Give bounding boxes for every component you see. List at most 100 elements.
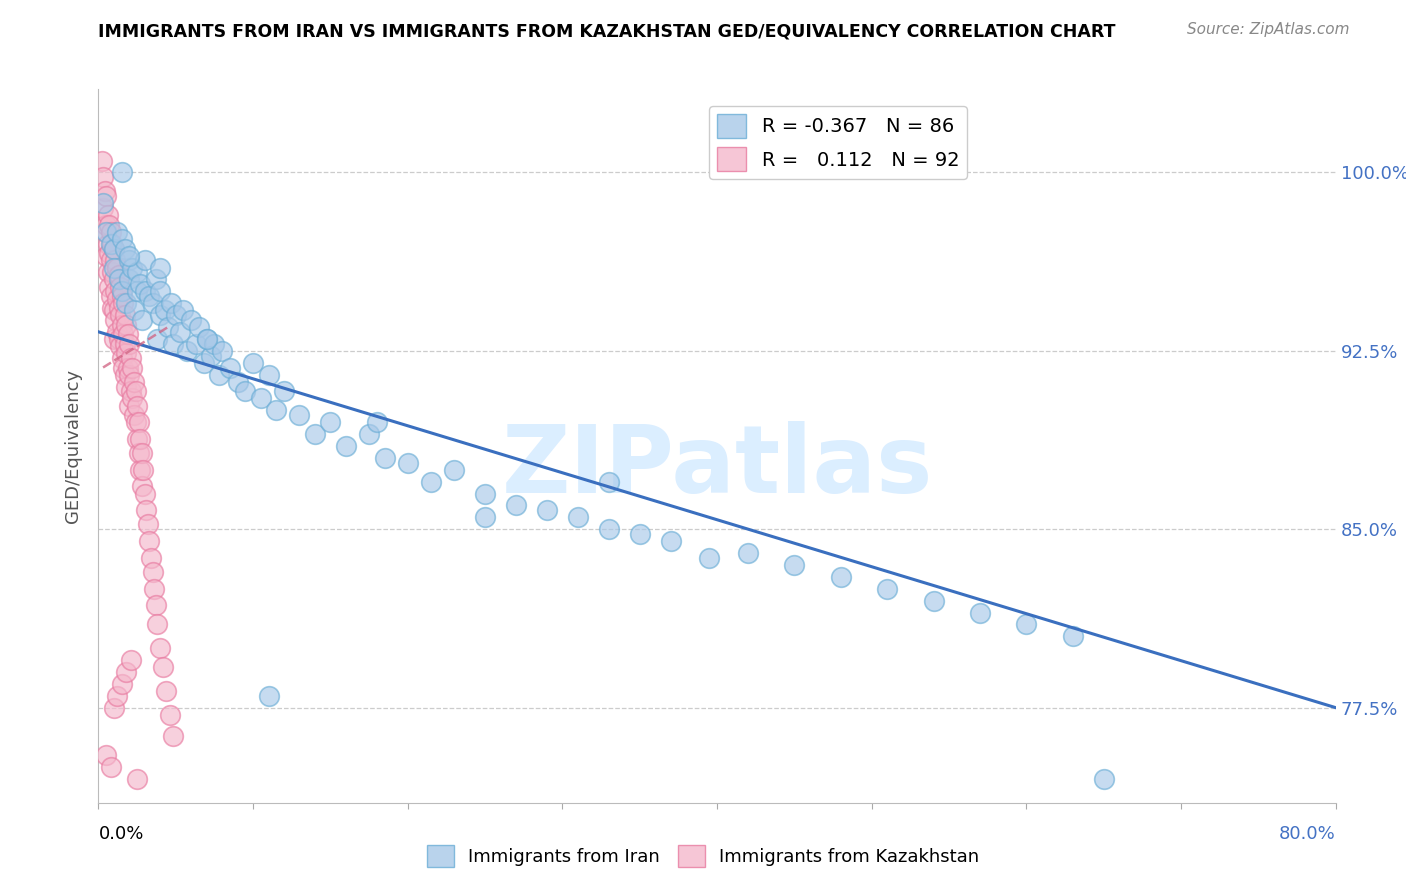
Point [188, 320, 211, 334]
Point [598, 475, 620, 489]
Text: Source: ZipAtlas.com: Source: ZipAtlas.com [1187, 22, 1350, 37]
Point [567, 510, 589, 524]
Point [101, 301, 124, 315]
Point [146, 617, 169, 632]
Point [165, 308, 187, 322]
Point [101, 236, 124, 251]
Point [474, 510, 496, 524]
Point [129, 277, 152, 292]
Point [127, 432, 149, 446]
Point [419, 475, 441, 489]
Point [127, 285, 149, 299]
Point [128, 446, 150, 460]
Point [103, 242, 125, 256]
Point [103, 260, 125, 275]
Point [121, 360, 143, 375]
Point [136, 517, 159, 532]
Point [173, 303, 195, 318]
Point [659, 534, 682, 549]
Point [114, 308, 136, 322]
Point [118, 272, 141, 286]
Point [922, 593, 945, 607]
Point [129, 432, 152, 446]
Point [288, 408, 311, 422]
Point [304, 427, 326, 442]
Point [107, 272, 129, 286]
Point [396, 456, 419, 470]
Point [118, 336, 141, 351]
Point [131, 479, 153, 493]
Text: 80.0%: 80.0% [1279, 825, 1336, 843]
Point [114, 336, 136, 351]
Point [628, 527, 651, 541]
Point [97, 265, 120, 279]
Point [195, 332, 218, 346]
Point [257, 689, 280, 703]
Point [111, 285, 134, 299]
Point [100, 760, 122, 774]
Point [108, 279, 131, 293]
Point [100, 225, 122, 239]
Point [1092, 772, 1115, 786]
Point [149, 308, 172, 322]
Point [120, 384, 142, 399]
Point [111, 232, 134, 246]
Point [122, 303, 145, 318]
Point [149, 260, 172, 275]
Point [226, 375, 249, 389]
Point [155, 684, 177, 698]
Point [103, 332, 125, 346]
Point [830, 570, 852, 584]
Point [135, 503, 157, 517]
Point [114, 242, 136, 256]
Point [122, 408, 145, 422]
Point [100, 253, 122, 268]
Point [105, 292, 128, 306]
Point [134, 486, 156, 500]
Point [98, 279, 121, 293]
Point [152, 660, 174, 674]
Point [132, 463, 155, 477]
Point [111, 677, 134, 691]
Point [242, 356, 264, 370]
Point [169, 325, 191, 339]
Point [114, 368, 136, 382]
Point [200, 349, 222, 363]
Point [105, 225, 128, 239]
Point [176, 343, 198, 358]
Point [91, 170, 114, 185]
Point [266, 403, 288, 417]
Point [157, 320, 180, 334]
Point [107, 332, 129, 346]
Legend: Immigrants from Iran, Immigrants from Kazakhstan: Immigrants from Iran, Immigrants from Ka… [419, 838, 987, 874]
Point [100, 236, 122, 251]
Point [357, 427, 380, 442]
Point [104, 253, 127, 268]
Point [969, 606, 991, 620]
Point [505, 499, 527, 513]
Point [98, 218, 121, 232]
Point [598, 522, 620, 536]
Point [134, 285, 156, 299]
Point [115, 296, 138, 310]
Point [783, 558, 806, 572]
Point [105, 325, 128, 339]
Point [138, 289, 160, 303]
Point [118, 253, 141, 268]
Point [103, 272, 125, 286]
Point [374, 450, 396, 465]
Point [219, 360, 242, 375]
Point [122, 375, 145, 389]
Point [108, 308, 131, 322]
Point [90, 153, 112, 168]
Point [443, 463, 465, 477]
Point [108, 339, 131, 353]
Point [103, 700, 125, 714]
Text: IMMIGRANTS FROM IRAN VS IMMIGRANTS FROM KAZAKHSTAN GED/EQUIVALENCY CORRELATION C: IMMIGRANTS FROM IRAN VS IMMIGRANTS FROM … [98, 22, 1116, 40]
Point [184, 336, 207, 351]
Point [118, 249, 141, 263]
Point [115, 318, 138, 332]
Point [162, 336, 184, 351]
Point [127, 399, 149, 413]
Point [335, 439, 357, 453]
